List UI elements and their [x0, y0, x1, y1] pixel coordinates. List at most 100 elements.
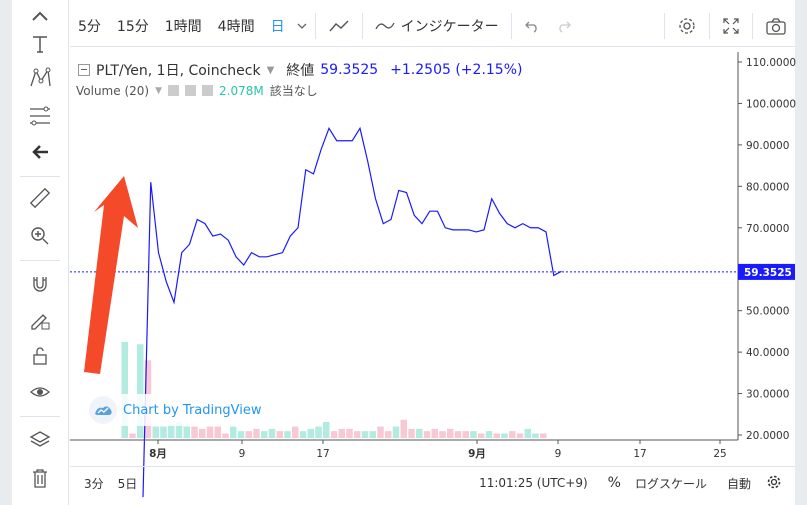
- indicators-button[interactable]: インジケーター: [367, 6, 507, 46]
- close-small-icon[interactable]: [202, 85, 213, 96]
- volume-bar: [168, 424, 175, 438]
- volume-bar: [400, 419, 407, 438]
- volume-bar: [361, 431, 369, 438]
- x-tick-label: 17: [316, 448, 329, 460]
- volume-legend[interactable]: Volume (20) ▼ 2.078M 該当なし: [76, 82, 318, 99]
- symbol-title: PLT/Yen, 1日, Coincheck: [96, 63, 261, 79]
- volume-bar: [121, 342, 128, 438]
- x-tick-label: 9月: [468, 448, 486, 460]
- magnet-icon[interactable]: [26, 270, 54, 298]
- range-5d-button[interactable]: 5日: [117, 476, 138, 491]
- volume-bar: [222, 433, 229, 438]
- interval-1h[interactable]: 1時間: [164, 19, 202, 35]
- text-tool-icon[interactable]: [26, 30, 54, 58]
- auto-scale-toggle[interactable]: 自動: [726, 476, 751, 491]
- volume-bar: [392, 426, 400, 438]
- ruler-icon[interactable]: [26, 184, 54, 212]
- volume-bar: [268, 428, 276, 438]
- volume-bar: [237, 431, 245, 438]
- settings-small-icon[interactable]: [185, 85, 196, 96]
- clock-time: 11:01:25 (UTC+9): [479, 476, 588, 490]
- y-tick-label: 30.0000: [746, 389, 789, 401]
- volume-bar: [354, 431, 361, 438]
- volume-bar: [509, 431, 516, 438]
- volume-bar: [276, 431, 283, 438]
- volume-bar: [323, 422, 330, 438]
- x-tick-label: 8月: [149, 448, 167, 460]
- volume-bar: [206, 426, 214, 438]
- close-value: 59.3525: [320, 62, 379, 78]
- tradingview-logo-icon: [89, 396, 117, 424]
- range-3m-button[interactable]: 3分: [84, 476, 104, 491]
- pattern-tool-icon[interactable]: [26, 64, 54, 92]
- volume-bar: [307, 428, 314, 438]
- x-tick-label: 25: [713, 448, 726, 460]
- interval-15m[interactable]: 15分: [116, 19, 149, 35]
- volume-bar: [245, 431, 252, 438]
- volume-bar: [191, 426, 198, 438]
- chevron-up-icon[interactable]: [26, 2, 54, 30]
- interval-1d[interactable]: 日: [270, 19, 285, 35]
- tradingview-watermark[interactable]: Chart by TradingView: [85, 394, 266, 426]
- y-tick-label: 90.0000: [746, 140, 789, 152]
- y-tick-label: 50.0000: [746, 306, 789, 318]
- annotation-arrow: [84, 176, 138, 374]
- x-tick-label: 9: [555, 448, 562, 460]
- volume-bar: [299, 431, 307, 438]
- drawing-toolbar: [12, 0, 69, 505]
- volume-bar: [532, 433, 539, 438]
- volume-bar: [330, 431, 338, 438]
- unlock-icon[interactable]: [26, 342, 54, 370]
- chart-style-icon[interactable]: [320, 6, 358, 46]
- camera-icon[interactable]: [757, 6, 795, 46]
- x-tick-label: 17: [633, 448, 646, 460]
- indicators-label: インジケーター: [400, 19, 499, 35]
- zoom-in-icon[interactable]: [26, 222, 54, 250]
- y-tick-label: 100.0000: [746, 98, 796, 110]
- volume-bar: [423, 431, 431, 438]
- volume-dropdown-icon[interactable]: ▼: [155, 85, 162, 96]
- x-tick-label: 9: [239, 448, 246, 460]
- fullscreen-icon[interactable]: [714, 6, 748, 46]
- volume-bar: [346, 428, 353, 438]
- volume-bar: [470, 431, 477, 438]
- volume-bar: [493, 433, 500, 438]
- volume-bar: [501, 433, 508, 438]
- trash-icon[interactable]: [26, 464, 54, 492]
- volume-bar: [315, 426, 322, 438]
- volume-bar: [160, 426, 167, 438]
- volume-bar: [454, 431, 462, 438]
- interval-5m[interactable]: 5分: [78, 19, 101, 35]
- top-toolbar: 5分 15分 1時間 4時間 日 インジケーター: [70, 6, 795, 47]
- arrow-left-icon[interactable]: [26, 138, 54, 166]
- chevron-down-icon[interactable]: [293, 6, 311, 46]
- volume-bar: [261, 431, 268, 438]
- log-scale-toggle[interactable]: ログスケール: [634, 476, 707, 491]
- settings-gear-icon[interactable]: [669, 6, 705, 46]
- undo-icon[interactable]: [516, 6, 548, 46]
- collapse-legend-icon[interactable]: [78, 64, 90, 76]
- volume-bar: [385, 431, 392, 438]
- eye-small-icon[interactable]: [168, 85, 179, 96]
- bottom-toolbar: 3分 5日 11:01:25 (UTC+9) % ログスケール 自動: [70, 466, 795, 499]
- lock-drawing-icon[interactable]: [26, 306, 54, 334]
- symbol-legend[interactable]: PLT/Yen, 1日, Coincheck ▼ 終値 59.3525 +1.2…: [78, 60, 522, 80]
- volume-bar: [485, 431, 493, 438]
- volume-bar: [214, 426, 221, 438]
- layers-icon[interactable]: [26, 426, 54, 454]
- bottom-settings-icon[interactable]: [767, 475, 781, 492]
- volume-bar: [377, 426, 384, 438]
- volume-bar: [447, 428, 454, 438]
- price-line: [142, 126, 562, 498]
- volume-bar: [431, 428, 438, 438]
- eye-icon[interactable]: [26, 378, 54, 406]
- symbol-dropdown-icon[interactable]: ▼: [266, 64, 275, 76]
- percent-toggle[interactable]: %: [607, 475, 621, 491]
- redo-icon[interactable]: [548, 6, 580, 46]
- volume-bar: [129, 433, 136, 438]
- interval-4h[interactable]: 4時間: [217, 19, 255, 35]
- volume-bar: [439, 431, 446, 438]
- volume-bar: [152, 426, 159, 438]
- fib-tool-icon[interactable]: [26, 102, 54, 130]
